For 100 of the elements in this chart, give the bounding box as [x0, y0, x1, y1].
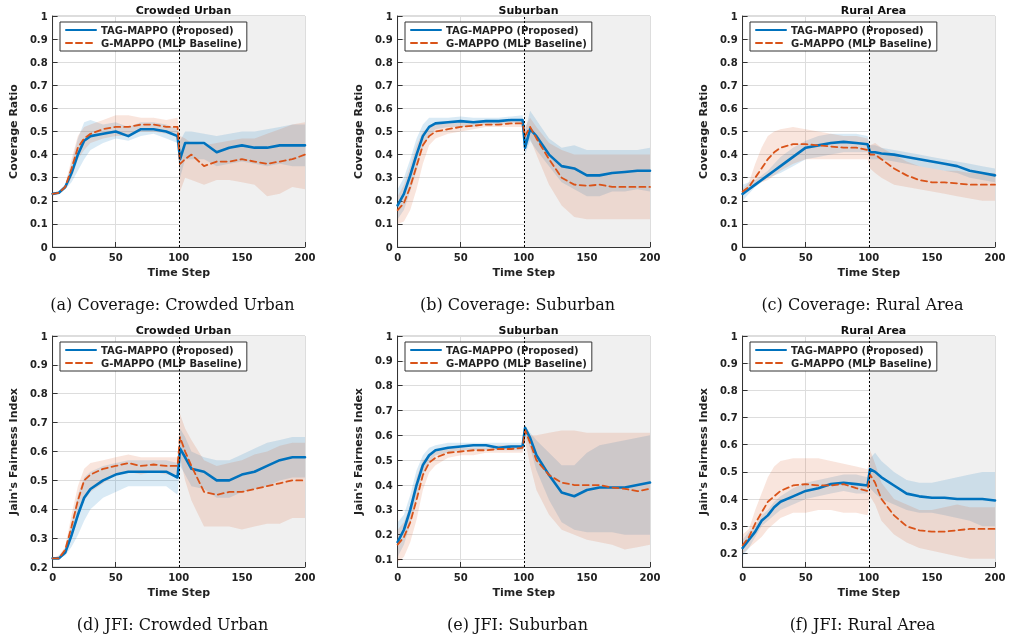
y-tick-label: 0.2 [29, 561, 48, 573]
x-tick-label: 0 [394, 251, 402, 263]
y-tick-label: 0.3 [374, 172, 393, 184]
legend-label: TAG-MAPPO (Proposed) [101, 24, 234, 36]
x-tick-label: 50 [453, 251, 468, 263]
y-tick-label: 0.6 [374, 102, 393, 114]
y-axis-title: Coverage Ratio [697, 83, 710, 179]
text: (c) Coverage: Rural Area [761, 294, 965, 314]
x-tick-label: 100 [858, 571, 880, 583]
x-tick-label: 0 [739, 571, 747, 583]
y-tick-label: 0.1 [29, 218, 48, 230]
y-tick-label: 0.5 [719, 126, 738, 137]
x-tick-label: 100 [168, 571, 190, 583]
legend-label: TAG-MAPPO (Proposed) [446, 344, 579, 356]
legend-label: TAG-MAPPO (Proposed) [446, 24, 579, 36]
y-tick-label: 0.8 [374, 56, 393, 68]
y-tick-label: 0.3 [719, 172, 738, 184]
x-tick-label: 0 [49, 571, 57, 583]
y-axis-title: Jain's Fairness Index [352, 388, 365, 516]
x-tick-label: 200 [294, 571, 316, 583]
y-tick-label: 0.6 [719, 102, 738, 114]
y-tick-label: 1 [730, 10, 738, 22]
x-tick-label: 200 [639, 571, 661, 583]
x-tick-label: 100 [858, 251, 880, 263]
legend-label: G-MAPPO (MLP Baseline) [791, 357, 932, 369]
y-tick-label: 0.3 [29, 172, 48, 184]
chart-title: Rural Area [840, 4, 907, 17]
chart-title: Suburban [498, 324, 559, 337]
x-axis-title: Time Step [837, 265, 901, 279]
y-axis-title: Jain's Fairness Index [697, 388, 710, 516]
x-tick-label: 0 [49, 251, 57, 263]
legend-label: G-MAPPO (MLP Baseline) [446, 37, 587, 49]
x-tick-label: 200 [984, 251, 1006, 263]
y-tick-label: 0.1 [374, 218, 393, 230]
x-tick-label: 50 [798, 571, 813, 583]
y-tick-label: 0.4 [374, 479, 393, 491]
y-tick-label: 0.8 [719, 56, 738, 68]
y-tick-label: 0.2 [374, 195, 393, 207]
x-tick-label: 100 [513, 571, 535, 583]
x-tick-label: 0 [394, 571, 402, 583]
text: (a) Coverage: Crowded Urban [50, 294, 295, 314]
x-tick-label: 50 [798, 251, 813, 263]
y-tick-label: 0.4 [29, 503, 48, 515]
y-tick-label: 0.3 [29, 532, 48, 544]
y-axis-title: Jain's Fairness Index [7, 388, 20, 516]
y-tick-label: 0.9 [374, 33, 393, 45]
y-tick-label: 0.5 [29, 474, 48, 486]
x-tick-label: 150 [231, 571, 253, 583]
x-tick-label: 0 [739, 251, 747, 263]
y-tick-label: 0 [40, 241, 48, 253]
y-tick-label: 0.7 [374, 405, 393, 417]
x-tick-label: 200 [294, 251, 316, 263]
y-tick-label: 0.2 [29, 195, 48, 207]
x-tick-label: 50 [453, 571, 468, 583]
x-tick-label: 150 [576, 251, 598, 263]
y-tick-label: 0.5 [374, 126, 393, 137]
x-axis-title: Time Step [147, 265, 211, 279]
y-tick-label: 0.9 [29, 33, 48, 45]
x-tick-label: 50 [108, 571, 123, 583]
y-tick-label: 0.5 [374, 454, 393, 466]
y-tick-label: 0.5 [29, 126, 48, 137]
y-tick-label: 0 [730, 241, 738, 253]
y-tick-label: 0.3 [374, 504, 393, 516]
y-tick-label: 0.8 [374, 380, 393, 392]
x-tick-label: 100 [168, 251, 190, 263]
legend-label: TAG-MAPPO (Proposed) [101, 344, 234, 356]
text: (f) JFI: Rural Area [789, 614, 936, 634]
x-tick-label: 150 [921, 251, 943, 263]
x-tick-label: 150 [921, 571, 943, 583]
y-tick-label: 0.2 [374, 529, 393, 541]
chart-title: Suburban [498, 4, 559, 17]
y-tick-label: 0.1 [374, 554, 393, 566]
legend-label: G-MAPPO (MLP Baseline) [101, 37, 242, 49]
y-axis-title: Coverage Ratio [7, 83, 20, 179]
x-tick-label: 200 [639, 251, 661, 263]
y-tick-label: 0.8 [29, 56, 48, 68]
y-tick-label: 0.4 [719, 493, 738, 505]
y-tick-label: 0.7 [719, 412, 738, 424]
x-axis-title: Time Step [492, 585, 556, 599]
y-tick-label: 0.9 [719, 33, 738, 45]
x-axis-title: Time Step [492, 265, 556, 279]
legend-label: G-MAPPO (MLP Baseline) [446, 357, 587, 369]
y-tick-label: 0.6 [29, 102, 48, 114]
y-axis-title: Coverage Ratio [352, 83, 365, 179]
y-tick-label: 1 [385, 10, 393, 22]
legend-label: TAG-MAPPO (Proposed) [791, 344, 924, 356]
legend-label: G-MAPPO (MLP Baseline) [101, 357, 242, 369]
y-tick-label: 0.1 [719, 218, 738, 230]
y-tick-label: 0.4 [374, 149, 393, 161]
x-axis-title: Time Step [147, 585, 211, 599]
y-tick-label: 0.7 [374, 79, 393, 91]
y-tick-label: 0.8 [29, 388, 48, 400]
text: (e) JFI: Suburban [447, 614, 588, 634]
x-tick-label: 100 [513, 251, 535, 263]
x-tick-label: 150 [576, 571, 598, 583]
y-tick-label: 0.8 [719, 384, 738, 396]
y-tick-label: 0.6 [374, 429, 393, 441]
chart-title: Rural Area [840, 324, 907, 337]
y-tick-label: 1 [40, 330, 48, 342]
y-tick-label: 1 [40, 10, 48, 22]
